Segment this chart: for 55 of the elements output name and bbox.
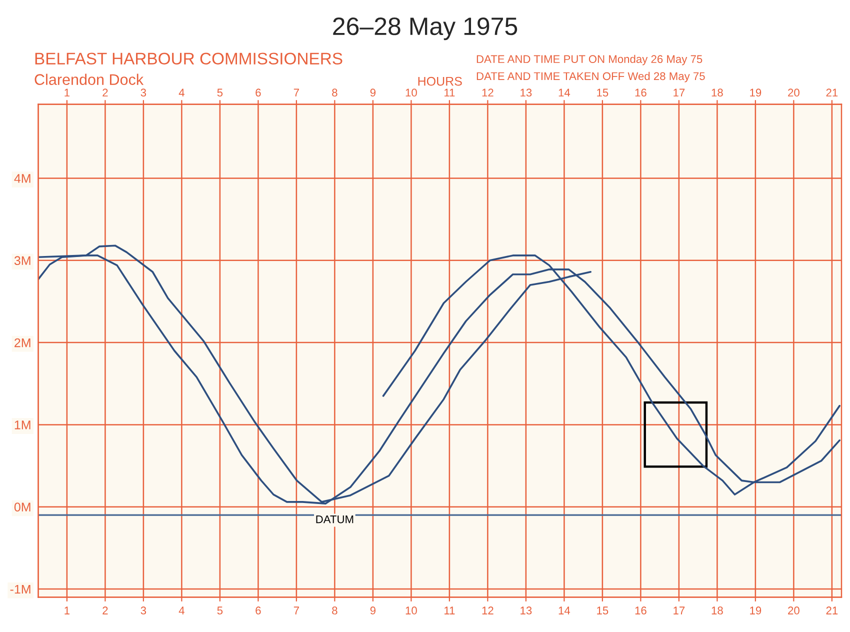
x2-tick-label: 11: [444, 606, 455, 614]
x2-tick-label: 13: [520, 606, 532, 614]
x-tick-label: 6: [256, 88, 261, 97]
x2-tick-label: 2: [102, 606, 108, 614]
x-tick-label: 14: [558, 88, 570, 96]
x2-tick-label: 20: [788, 606, 800, 614]
y-tick-label: 3M: [14, 256, 30, 266]
y-tick-label: 2M: [14, 338, 30, 348]
x2-tick-label: 15: [597, 606, 608, 614]
x2-tick-label: 4: [178, 606, 184, 614]
chart-title: 26–28 May 1975: [333, 17, 518, 40]
x2-tick-label: 17: [674, 606, 685, 614]
x-tick-label: 17: [674, 88, 685, 96]
x-tick-label: 18: [712, 88, 723, 97]
x-tick-label: 12: [482, 88, 494, 96]
x-tick-label: 2: [102, 88, 108, 96]
x2-tick-label: 16: [635, 606, 646, 614]
text: DATE AND TIME TAKEN OFF Wed 28 May 75: [476, 72, 705, 82]
x2-tick-label: 6: [256, 606, 261, 614]
x-tick-label: 9: [370, 88, 376, 97]
x-tick-label: 20: [788, 88, 800, 97]
x2-tick-label: 10: [406, 606, 417, 614]
x-tick-label: 4: [178, 88, 184, 96]
x-tick-label: 8: [332, 88, 338, 97]
x2-tick-label: 3: [140, 606, 146, 614]
x2-tick-label: 1: [64, 606, 70, 614]
x-tick-label: 13: [520, 88, 532, 97]
x2-tick-label: 18: [712, 606, 723, 614]
y-tick-label: -1M: [10, 584, 30, 594]
y-tick-label: 4M: [14, 174, 30, 183]
x2-tick-label: 19: [750, 606, 762, 614]
x-tick-label: 10: [406, 88, 417, 97]
x2-tick-label: 12: [482, 606, 494, 614]
x-tick-label: 15: [597, 88, 608, 97]
x-tick-label: 21: [826, 88, 838, 96]
x2-tick-label: 21: [826, 606, 838, 614]
y-tick-label: 1M: [14, 420, 30, 430]
text: DATE AND TIME PUT ON Monday 26 May 75: [476, 54, 702, 66]
ref-line-label: DATUM: [316, 515, 354, 524]
x-tick-label: 19: [750, 88, 762, 97]
x-tick-label: 3: [140, 88, 146, 97]
x-tick-label: 5: [217, 88, 223, 97]
y-tick-label: 0M: [14, 502, 30, 512]
x2-tick-label: 9: [370, 606, 376, 614]
x2-tick-label: 5: [217, 606, 223, 614]
x-tick-label: 1: [64, 88, 70, 96]
x-tick-label: 7: [294, 88, 299, 96]
x2-tick-label: 7: [294, 606, 299, 614]
x2-tick-label: 14: [558, 606, 570, 614]
x2-axis-title: HOURS: [418, 76, 462, 86]
x2-tick-label: 8: [332, 606, 338, 614]
text: BELFAST HARBOUR COMMISSIONERS: [35, 52, 342, 65]
chart-subtitle: Clarendon Dock: [34, 74, 144, 85]
x-tick-label: 16: [635, 88, 646, 97]
x-tick-label: 11: [444, 88, 455, 96]
